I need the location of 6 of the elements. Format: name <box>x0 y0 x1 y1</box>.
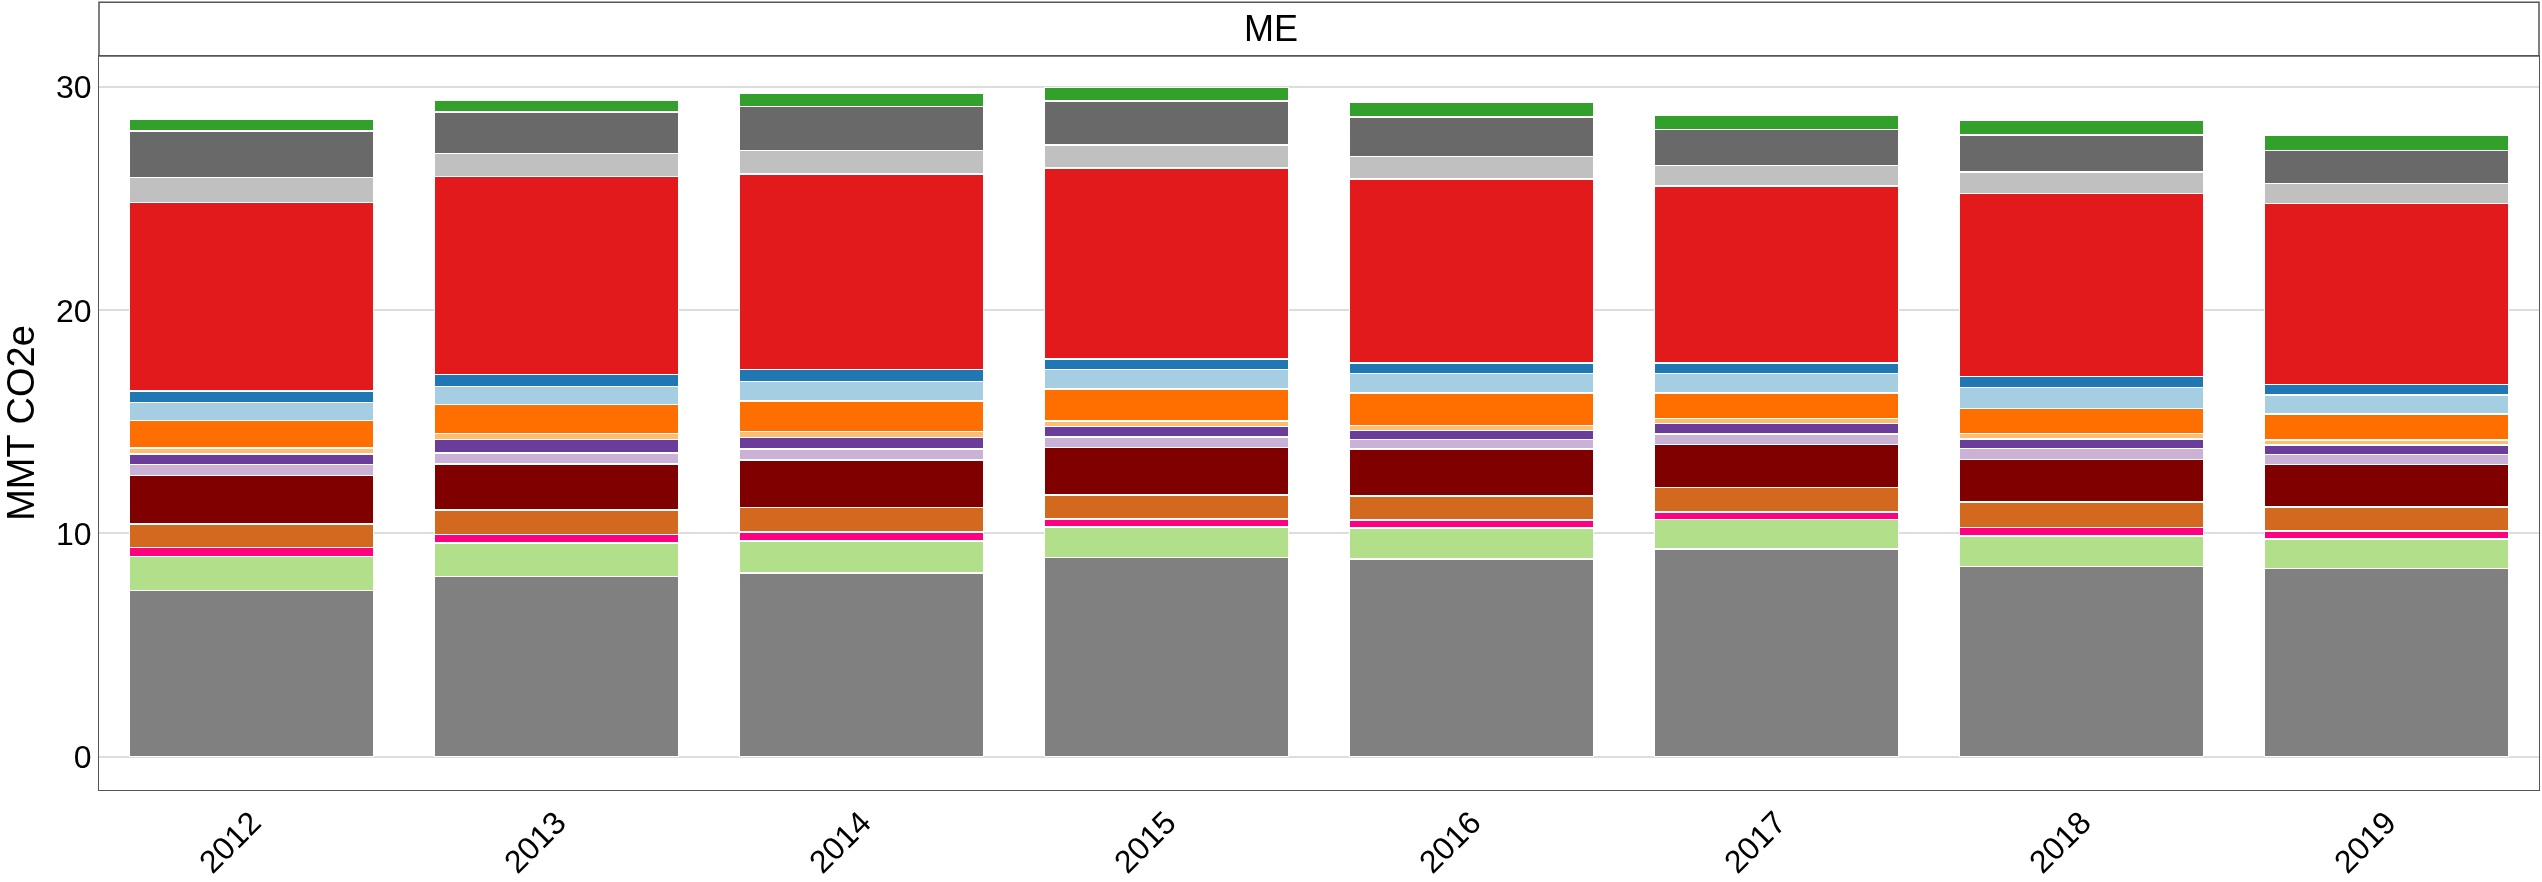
y-tick-label: 0 <box>73 738 92 775</box>
y-tick-label: 30 <box>56 69 92 106</box>
y-tick-label: 20 <box>56 292 92 329</box>
y-tick-label: 10 <box>56 515 92 552</box>
chart-title: ME <box>1244 7 1298 49</box>
y-axis-title: MMT CO2e <box>0 325 42 521</box>
